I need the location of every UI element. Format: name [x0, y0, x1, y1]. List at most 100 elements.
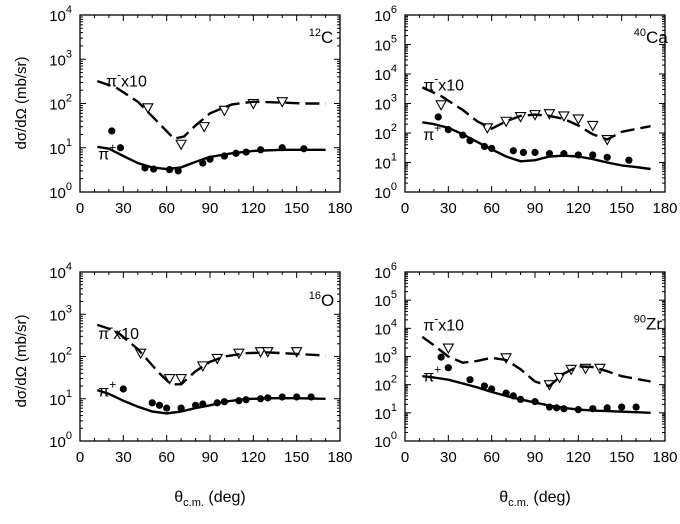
y-tick-label: 103 [374, 346, 397, 367]
x-tick-label: 120 [241, 200, 266, 217]
pi-plus-data-point [589, 151, 597, 159]
pi-plus-data-point [632, 403, 640, 411]
x-tick-label: 150 [609, 200, 634, 217]
y-tick-label: 104 [49, 261, 72, 282]
x-tick-label: 120 [241, 449, 266, 466]
pi-plus-data-point [444, 364, 452, 372]
pi-plus-data-point [625, 156, 633, 164]
nucleus-label: 40Ca [634, 27, 669, 47]
y-tick-label: 103 [49, 48, 72, 69]
x-tick-label: 150 [609, 449, 634, 466]
y-tick-label: 102 [49, 346, 72, 367]
x-tick-label: 30 [115, 200, 132, 217]
pi-minus-data-point [141, 103, 154, 114]
x-tick-label: 180 [327, 200, 352, 217]
pi-minus-data-point [557, 111, 570, 123]
pi-plus-data-point [466, 376, 474, 384]
y-tick-label: 101 [49, 137, 72, 158]
y-axis-label: dσ/dΩ (mb/sr) [13, 315, 30, 408]
x-tick-label: 90 [202, 449, 219, 466]
x-axis-label: θc.m. (deg) [174, 489, 245, 509]
x-tick-label: 180 [327, 449, 352, 466]
pi-minus-label: π-x10 [106, 68, 147, 91]
x-tick-label: 120 [566, 449, 591, 466]
y-tick-label: 103 [374, 93, 397, 114]
x-tick-label: 180 [652, 200, 677, 217]
panel-zr: 0 30 60 90 120 150 180 100 101 102 103 104 105 106 90Z… [374, 261, 677, 466]
nucleus-label: 90Zr [634, 314, 663, 334]
pi-plus-data-point [603, 153, 611, 161]
pi-plus-data-point [531, 148, 539, 156]
pi-plus-data-point [119, 385, 127, 393]
x-tick-label: 60 [483, 449, 500, 466]
y-tick-label: 100 [49, 430, 72, 451]
panel-ca: 0 30 60 90 120 150 180 100 101 102 103 104 105 106 40C… [374, 4, 677, 217]
x-tick-label: 90 [202, 200, 219, 217]
pi-plus-data-point [116, 144, 125, 152]
y-tick-label: 102 [374, 122, 397, 143]
pi-plus-calc-curve [422, 121, 651, 171]
pi-minus-data-point [500, 353, 513, 364]
pi-minus-data-point [175, 374, 188, 385]
y-tick-label: 104 [374, 317, 397, 338]
x-tick-label: 60 [158, 200, 175, 217]
x-tick-label: 0 [76, 200, 84, 217]
y-tick-label: 102 [374, 374, 397, 395]
pi-minus-x10-calc-curve [421, 335, 651, 388]
pi-plus-label: π+ [98, 378, 116, 401]
y-tick-label: 101 [374, 402, 397, 423]
pi-minus-label: π-x10 [423, 312, 464, 335]
pi-minus-x10-calc-curve [421, 86, 651, 141]
pi-plus-calc-curve [97, 145, 326, 171]
y-tick-label: 100 [374, 430, 397, 451]
pi-plus-data-point [480, 382, 489, 390]
x-tick-label: 30 [440, 449, 457, 466]
x-tick-label: 30 [440, 200, 457, 217]
pi-plus-data-point [108, 127, 116, 135]
pi-plus-label: π+ [423, 121, 441, 144]
pi-plus-data-point [509, 147, 517, 155]
x-tick-label: 120 [566, 200, 591, 217]
x-tick-label: 0 [401, 449, 409, 466]
panel-c: 0 30 60 90 120 150 180 100 101 102 103 104 12C π-x10 π… [49, 4, 352, 217]
panel-o: 0 30 60 90 120 150 180 100 101 102 103 104 16O π-x10 π… [49, 261, 352, 466]
pi-minus-label: π-x10 [98, 320, 139, 343]
y-axis-label: dσ/dΩ (mb/sr) [13, 57, 30, 150]
pi-minus-data-point [196, 361, 209, 373]
x-axis-label: θc.m. (deg) [499, 489, 570, 509]
x-tick-label: 90 [527, 200, 544, 217]
x-tick-label: 30 [115, 449, 132, 466]
pi-plus-data-point [434, 113, 442, 121]
y-tick-label: 104 [49, 4, 72, 25]
pi-plus-data-point [148, 399, 156, 407]
axes-frame [79, 14, 341, 193]
y-tick-label: 101 [374, 152, 397, 173]
x-tick-label: 0 [76, 449, 84, 466]
pi-minus-x10-calc-curve [96, 79, 326, 140]
x-tick-label: 60 [483, 200, 500, 217]
y-tick-label: 103 [49, 303, 72, 324]
pi-minus-data-point [218, 105, 231, 117]
pi-plus-data-point [618, 403, 626, 411]
pi-minus-data-point [543, 109, 556, 120]
y-tick-label: 100 [374, 181, 397, 202]
pi-plus-label: π+ [98, 140, 116, 163]
pi-minus-data-point [276, 97, 289, 108]
pi-minus-data-point [442, 343, 455, 355]
y-tick-label: 106 [374, 4, 397, 25]
pi-minus-data-point [553, 372, 566, 384]
pi-minus-data-point [290, 347, 303, 358]
pi-plus-data-point [603, 404, 611, 412]
y-tick-label: 104 [374, 63, 397, 84]
x-tick-label: 90 [527, 449, 544, 466]
y-tick-label: 105 [374, 34, 397, 55]
pi-minus-label: π-x10 [423, 71, 464, 94]
pi-minus-data-point [586, 120, 599, 132]
x-tick-label: 0 [401, 200, 409, 217]
y-tick-label: 100 [49, 181, 72, 202]
axes-frame [79, 271, 341, 442]
pi-plus-data-point [519, 148, 528, 156]
x-tick-label: 150 [284, 449, 309, 466]
